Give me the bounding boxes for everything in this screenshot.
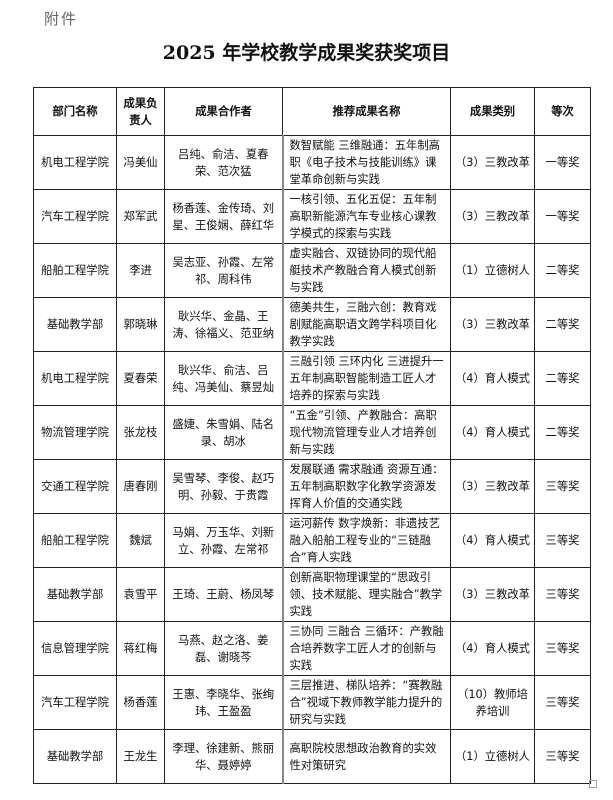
- table-row: 基础教学部 袁雪平 王琦、王蔚、杨凤琴 创新高职物理课堂的“思政引领、技术赋能、理实融…: [33, 567, 591, 622]
- cell-rank: 二等奖: [534, 351, 591, 406]
- cell-category: （3）三教改革: [450, 135, 535, 190]
- cell-collaborators: 马燕、赵之洛、姜磊、谢晓芩: [164, 621, 284, 676]
- awards-table: 部门名称 成果负责人 成果合作者 推荐成果名称 成果类别 等次 机电工程学院 冯美…: [33, 87, 591, 784]
- cell-department: 汽车工程学院: [33, 675, 117, 730]
- cell-leader: 李进: [116, 243, 165, 298]
- cell-achievement-name: 德美共生，三融六创：教育戏剧赋能高职语文跨学科项目化教学实践: [282, 297, 451, 352]
- cell-collaborators: 吴雪琴、李俊、赵巧明、孙毅、于贵霞: [164, 459, 284, 514]
- cell-rank: 三等奖: [534, 675, 591, 730]
- table-row: 机电工程学院 冯美仙 吕纯、俞洁、夏春荣、范次猛 数智赋能 三维融通：五年制高职《电子…: [33, 135, 591, 190]
- cell-collaborators: 吴志亚、孙霞、左常祁、周科伟: [164, 243, 284, 298]
- table-header-row: 部门名称 成果负责人 成果合作者 推荐成果名称 成果类别 等次: [33, 87, 591, 136]
- cell-achievement-name: 三融引领 三环内化 三进提升一五年制高职智能制造工匠人才培养的探索与实践: [282, 351, 451, 406]
- page-corner-mark: [589, 780, 597, 788]
- cell-department: 基础教学部: [33, 567, 117, 622]
- cell-leader: 王龙生: [116, 729, 165, 784]
- cell-department: 机电工程学院: [33, 135, 117, 190]
- cell-collaborators: 王惠、李晓华、张绚玮、王盈盈: [164, 675, 284, 730]
- cell-category: （4）育人模式: [450, 405, 535, 460]
- table-row: 船舶工程学院 魏斌 马娟、万玉华、刘新立、孙霞、左常祁 运河薪传 数字焕新：非遗技艺融…: [33, 513, 591, 568]
- table-row: 机电工程学院 夏春荣 耿兴华、俞洁、吕纯、冯美仙、蔡昱灿 三融引领 三环内化 三进提升…: [33, 351, 591, 406]
- cell-leader: 杨香莲: [116, 675, 165, 730]
- cell-rank: 一等奖: [534, 189, 591, 244]
- cell-leader: 唐春刚: [116, 459, 165, 514]
- cell-rank: 一等奖: [534, 135, 591, 190]
- cell-rank: 三等奖: [534, 567, 591, 622]
- cell-category: （4）育人模式: [450, 351, 535, 406]
- header-collaborators: 成果合作者: [164, 87, 283, 136]
- cell-department: 基础教学部: [33, 297, 117, 352]
- attachment-label: 附件: [44, 10, 79, 28]
- table-row: 汽车工程学院 郑军武 杨香莲、金传琦、刘星、王俊娴、薛红华 一核引领、五化五促：五年制…: [33, 189, 591, 244]
- cell-department: 基础教学部: [33, 729, 117, 784]
- table-row: 基础教学部 郭晓琳 耿兴华、金晶、王涛、徐福义、范亚纳 德美共生，三融六创：教育戏剧赋…: [33, 297, 591, 352]
- cell-department: 信息管理学院: [33, 621, 117, 676]
- header-category: 成果类别: [450, 87, 535, 136]
- header-leader: 成果负责人: [116, 87, 165, 136]
- cell-achievement-name: 运河薪传 数字焕新：非遗技艺融入船舶工程专业的“三链融合”育人实践: [282, 513, 451, 568]
- cell-achievement-name: “五金”引领、产教融合：高职现代物流管理专业人才培养创新与实践: [282, 405, 451, 460]
- cell-collaborators: 王琦、王蔚、杨凤琴: [164, 567, 284, 622]
- cell-leader: 魏斌: [116, 513, 165, 568]
- cell-collaborators: 耿兴华、俞洁、吕纯、冯美仙、蔡昱灿: [164, 351, 284, 406]
- table-row: 船舶工程学院 李进 吴志亚、孙霞、左常祁、周科伟 虚实融合、双链协同的现代船艇技术产教…: [33, 243, 591, 298]
- cell-department: 船舶工程学院: [33, 243, 117, 298]
- cell-collaborators: 耿兴华、金晶、王涛、徐福义、范亚纳: [164, 297, 284, 352]
- cell-category: （3）三教改革: [450, 459, 535, 514]
- table-row: 物流管理学院 张龙枝 盛婕、朱雪娟、陆名录、胡冰 “五金”引领、产教融合：高职现代物流…: [33, 405, 591, 460]
- table-row: 汽车工程学院 杨香莲 王惠、李晓华、张绚玮、王盈盈 三层推进、梯队培养：“赛教融合”视…: [33, 675, 591, 730]
- cell-rank: 二等奖: [534, 243, 591, 298]
- cell-department: 汽车工程学院: [33, 189, 117, 244]
- table-row: 基础教学部 王龙生 李理、徐建新、熊丽华、聂婷婷 高职院校思想政治教育的实效性对策研究…: [33, 729, 591, 784]
- cell-category: （1）立德树人: [450, 729, 535, 784]
- cell-leader: 夏春荣: [116, 351, 165, 406]
- cell-rank: 二等奖: [534, 297, 591, 352]
- cell-achievement-name: 高职院校思想政治教育的实效性对策研究: [282, 729, 451, 784]
- header-rank: 等次: [534, 87, 591, 136]
- cell-collaborators: 马娟、万玉华、刘新立、孙霞、左常祁: [164, 513, 284, 568]
- cell-leader: 袁雪平: [116, 567, 165, 622]
- cell-category: （4）育人模式: [450, 513, 535, 568]
- cell-category: （3）三教改革: [450, 297, 535, 352]
- cell-category: （3）三教改革: [450, 567, 535, 622]
- cell-leader: 郑军武: [116, 189, 165, 244]
- cell-leader: 蒋红梅: [116, 621, 165, 676]
- cell-rank: 二等奖: [534, 405, 591, 460]
- cell-rank: 三等奖: [534, 459, 591, 514]
- cell-department: 船舶工程学院: [33, 513, 117, 568]
- cell-department: 机电工程学院: [33, 351, 117, 406]
- cell-achievement-name: 创新高职物理课堂的“思政引领、技术赋能、理实融合”教学实践: [282, 567, 451, 622]
- cell-achievement-name: 三层推进、梯队培养：“赛教融合”视域下教师教学能力提升的研究与实践: [282, 675, 451, 730]
- cell-rank: 三等奖: [534, 621, 591, 676]
- cell-leader: 张龙枝: [116, 405, 165, 460]
- cell-leader: 冯美仙: [116, 135, 165, 190]
- header-department: 部门名称: [33, 87, 117, 136]
- table-row: 信息管理学院 蒋红梅 马燕、赵之洛、姜磊、谢晓芩 三协同 三融合 三循环：产教融合培养…: [33, 621, 591, 676]
- cell-department: 物流管理学院: [33, 405, 117, 460]
- cell-category: （10）教师培养培训: [450, 675, 535, 730]
- cell-achievement-name: 虚实融合、双链协同的现代船艇技术产教融合育人模式创新与实践: [282, 243, 451, 298]
- cell-collaborators: 李理、徐建新、熊丽华、聂婷婷: [164, 729, 284, 784]
- cell-category: （1）立德树人: [450, 243, 535, 298]
- cell-rank: 三等奖: [534, 513, 591, 568]
- cell-category: （3）三教改革: [450, 189, 535, 244]
- table-row: 交通工程学院 唐春刚 吴雪琴、李俊、赵巧明、孙毅、于贵霞 发展联通 需求融通 资源互通…: [33, 459, 591, 514]
- cell-achievement-name: 发展联通 需求融通 资源互通：五年制高职数字化教学资源发挥育人价值的交通实践: [282, 459, 451, 514]
- cell-leader: 郭晓琳: [116, 297, 165, 352]
- cell-rank: 三等奖: [534, 729, 591, 784]
- cell-achievement-name: 三协同 三融合 三循环：产教融合培养数字工匠人才的创新与实践: [282, 621, 451, 676]
- cell-collaborators: 杨香莲、金传琦、刘星、王俊娴、薛红华: [164, 189, 284, 244]
- document-title: 2025 年学校教学成果奖获奖项目: [162, 42, 451, 64]
- cell-achievement-name: 一核引领、五化五促：五年制高职新能源汽车专业核心课教学模式的探索与实践: [282, 189, 451, 244]
- cell-achievement-name: 数智赋能 三维融通：五年制高职《电子技术与技能训练》课堂革命创新与实践: [282, 135, 451, 190]
- header-achievement-name: 推荐成果名称: [282, 87, 451, 136]
- cell-collaborators: 吕纯、俞洁、夏春荣、范次猛: [164, 135, 284, 190]
- cell-collaborators: 盛婕、朱雪娟、陆名录、胡冰: [164, 405, 284, 460]
- cell-category: （4）育人模式: [450, 621, 535, 676]
- cell-department: 交通工程学院: [33, 459, 117, 514]
